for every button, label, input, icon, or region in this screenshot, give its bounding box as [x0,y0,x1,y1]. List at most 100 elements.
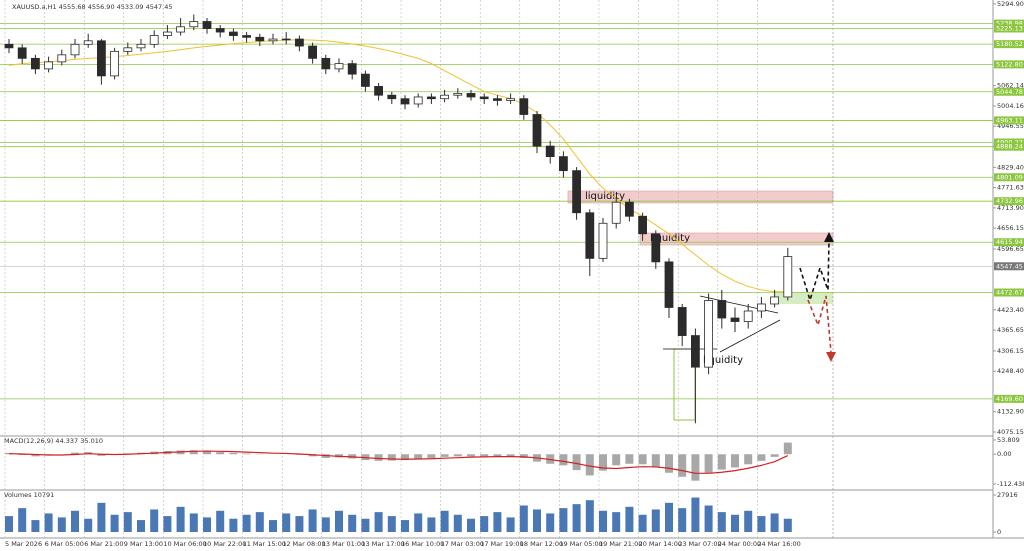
macd-bar [189,450,198,455]
volume-bar [57,517,66,532]
y-tick-label: 0.00 [997,450,1011,458]
macd-bar [731,454,739,468]
level-label-bg [994,116,1024,125]
level-label: 5044.78 [996,88,1023,96]
x-tick-label: 13 Mar 17:00 [361,540,404,548]
volume-bar [295,516,304,532]
x-tick-label: 13 Mar 01:00 [322,540,365,548]
volume-bar [414,513,423,532]
macd-bar [625,454,634,464]
candle-body [83,40,93,45]
macd-bar [678,454,687,477]
volume-bar [585,500,594,532]
macd-bar [453,454,462,457]
candle-body [651,233,661,263]
candle-body [717,300,727,319]
candle-body [57,54,67,63]
macd-bar [744,454,753,465]
volume-bar [467,518,475,532]
volume-bar [308,509,317,532]
volume-bar [84,518,93,532]
candle-body [783,256,793,298]
volume-bar [110,514,119,532]
y-tick-label: 4713.90 [997,204,1024,212]
macd-bar [783,442,792,455]
level-label: 5225.13 [996,24,1023,32]
level-label-bg [994,142,1024,151]
macd-bar [242,453,251,455]
macd-bar [599,454,607,471]
candle-body [149,35,159,45]
level-label: 4169.60 [996,395,1023,403]
candle-body [532,114,542,147]
volume-bar [493,512,502,532]
macd-bar [691,454,700,481]
level-label: 5180.52 [996,40,1023,48]
macd-bar [414,454,423,459]
macd-bar [18,454,27,456]
volume-bar [572,504,581,532]
level-label-bg [994,40,1024,49]
volume-bar [533,509,541,532]
level-label-bg [994,19,1024,28]
level-label-bg [994,24,1024,33]
x-tick-label: 24 Mar 16:00 [757,540,800,548]
macd-bar [97,454,106,456]
y-tick-label: 4075.15 [997,428,1024,436]
candle-body [110,50,119,77]
candle-body [255,36,265,42]
volume-bar [18,508,27,532]
volume-bar [546,513,555,532]
level-label-bg [994,197,1024,206]
level-label: 4472.67 [996,289,1023,297]
annotation: liquidity [585,191,625,202]
volume-bar [348,514,357,532]
volume-bar [440,510,449,532]
candle-body [334,63,344,70]
volume-bar [229,518,238,532]
x-tick-label: 6 Mar 05:00 [45,540,84,548]
panel-title: Volumes 10791 [4,491,54,499]
volume-bar [717,512,726,532]
candle-body [691,335,700,368]
macd-bar [5,452,13,455]
y-tick-label: 5062.14 [997,82,1024,90]
y-tick-label: -112.438 [997,480,1024,488]
y-tick-label: 0 [997,528,1001,536]
volume-bar [665,502,673,532]
x-tick-label: 12 Mar 08:00 [282,540,325,548]
candle-body [611,201,621,224]
candle-body [559,156,568,172]
volume-bar [269,520,277,532]
macd-bar [559,454,568,466]
volume-bar [757,516,766,532]
candle-body [598,222,608,259]
candle-body [360,73,370,87]
annotation: liquidity [703,355,743,366]
x-tick-label: 19 Mar 21:00 [599,540,642,548]
volume-bar [97,502,106,532]
candle-body [492,98,502,101]
volume-bar [678,508,687,532]
macd-bar [717,454,726,470]
level-label-bg [994,288,1024,297]
candle-body [228,31,238,36]
y-tick-label: 4596.65 [997,245,1024,253]
candle-body [440,94,450,100]
macd-bar [71,452,79,455]
x-tick-label: 10 Mar 06:00 [163,540,206,548]
volume-bar [559,508,568,532]
macd-bar [440,454,449,457]
candle-body [572,170,581,214]
candle-body [70,43,80,56]
x-tick-label: 10 Mar 22:00 [203,540,246,548]
x-tick-label: 9 Mar 13:00 [124,540,163,548]
candle-body [176,26,186,33]
volume-bar [361,518,370,532]
volume-bar [321,517,330,532]
signal-line [8,450,789,474]
annotation: liquidity [650,233,690,244]
current-price-label: 4547.45 [996,262,1023,270]
